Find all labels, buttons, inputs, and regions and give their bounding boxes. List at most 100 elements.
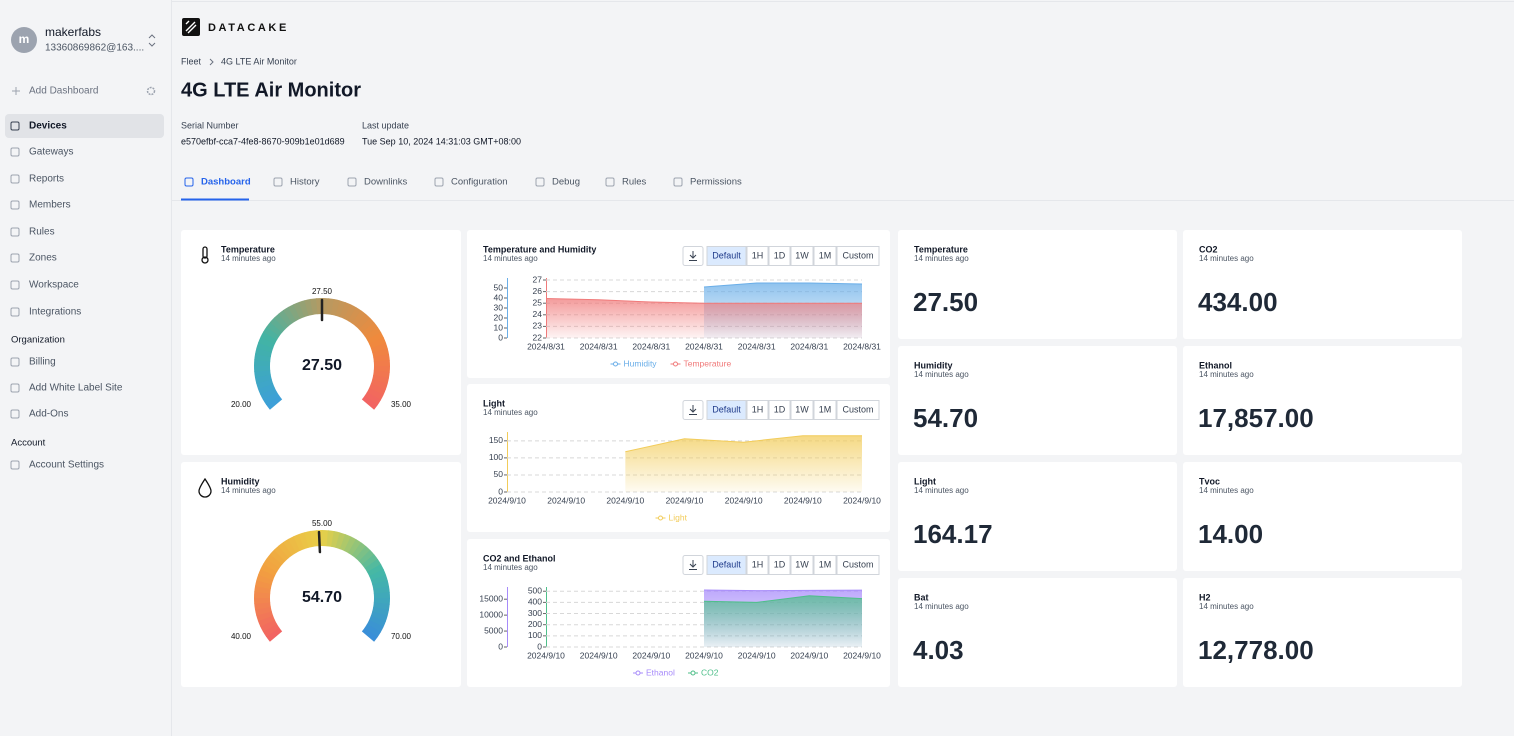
widget-value: 4.03	[913, 635, 964, 665]
range-button-label[interactable]: Custom	[842, 404, 873, 414]
range-button[interactable]	[768, 555, 791, 575]
gauge-arc	[304, 298, 314, 316]
tab[interactable]: Dashboard	[201, 177, 251, 188]
avatar-letter: m	[19, 32, 30, 46]
nav-item[interactable]: Account Settings	[29, 460, 104, 471]
icon	[605, 177, 615, 187]
nav-item[interactable]: Workspace	[29, 280, 79, 291]
range-button[interactable]	[813, 400, 837, 420]
range-button[interactable]	[706, 246, 747, 266]
widget-updated: 14 minutes ago	[914, 602, 969, 611]
range-button[interactable]	[746, 246, 769, 266]
range-button-label[interactable]: 1H	[752, 559, 764, 569]
gauge-arc	[372, 580, 390, 590]
tab[interactable]: Downlinks	[364, 177, 408, 188]
gauge-needle	[317, 530, 322, 554]
range-button-label[interactable]: Custom	[842, 559, 873, 569]
range-button-label[interactable]: 1M	[819, 250, 832, 260]
range-button[interactable]	[790, 400, 814, 420]
breadcrumb-separator	[209, 58, 214, 66]
nav-item[interactable]: Zones	[29, 253, 57, 264]
widget-card	[1183, 346, 1462, 455]
range-button[interactable]	[706, 555, 747, 575]
range-button[interactable]	[813, 246, 837, 266]
logo-mark	[182, 18, 200, 36]
tab[interactable]: Rules	[622, 177, 647, 188]
range-button[interactable]	[790, 246, 814, 266]
range-button[interactable]	[813, 555, 837, 575]
breadcrumb[interactable]: Fleet	[181, 56, 202, 66]
range-button-label[interactable]: Default	[712, 404, 741, 414]
tab[interactable]: History	[290, 177, 320, 188]
tab[interactable]: Permissions	[690, 177, 742, 188]
range-button-label[interactable]: 1D	[774, 404, 786, 414]
range-button[interactable]	[790, 555, 814, 575]
legend-label[interactable]: CO2	[701, 667, 719, 677]
gauge-arc	[355, 313, 371, 330]
legend-label[interactable]: Humidity	[624, 358, 658, 368]
add-dashboard[interactable]: Add Dashboard	[29, 86, 99, 97]
range-button-label[interactable]: 1W	[795, 559, 809, 569]
nav-item[interactable]: Members	[29, 200, 71, 211]
y-tick-label: 0	[498, 332, 503, 342]
range-button-label[interactable]: Default	[712, 250, 741, 260]
range-button[interactable]	[768, 400, 791, 420]
gauge-arc	[370, 379, 388, 390]
range-button-label[interactable]: 1W	[795, 250, 809, 260]
gauge-arc	[273, 313, 290, 330]
gauge-arc	[335, 300, 346, 318]
y-tick-label: 50	[494, 469, 504, 479]
range-button[interactable]	[836, 555, 880, 575]
legend-dot	[658, 515, 663, 521]
range-button[interactable]	[706, 400, 747, 420]
nav-item[interactable]: Gateways	[29, 147, 73, 158]
tab[interactable]: Configuration	[451, 177, 508, 188]
range-button-label[interactable]: Custom	[842, 250, 873, 260]
tab[interactable]: Debug	[552, 177, 580, 188]
sidebar	[0, 0, 171, 736]
nav-item[interactable]: Rules	[29, 227, 55, 238]
y-tick-label: 10000	[479, 609, 503, 619]
widget-title: CO2	[1199, 244, 1218, 254]
range-button-label[interactable]: 1D	[774, 559, 786, 569]
widget-title: Temperature and Humidity	[483, 244, 596, 254]
widget-title: Light	[483, 398, 505, 408]
account-switch[interactable]	[148, 34, 156, 47]
range-button[interactable]	[746, 555, 769, 575]
gauge-arc	[366, 564, 384, 577]
x-tick-label: 2024/8/31	[685, 341, 723, 351]
x-tick-label: 2024/8/31	[580, 341, 618, 351]
widget-title: Humidity	[221, 476, 260, 486]
x-tick-label: 2024/8/31	[843, 341, 881, 351]
range-button-label[interactable]: 1W	[795, 404, 809, 414]
legend-label[interactable]: Temperature	[684, 358, 732, 368]
widget-title: Bat	[914, 592, 929, 602]
nav-item[interactable]: Reports	[29, 174, 64, 185]
y-tick-label: 300	[528, 608, 542, 618]
gauge-arc	[255, 347, 272, 358]
range-button-label[interactable]: Default	[712, 559, 741, 569]
y-tick-label: 25	[533, 297, 543, 307]
nav-item[interactable]: Billing	[29, 357, 56, 368]
range-button-label[interactable]: 1H	[752, 404, 764, 414]
range-button[interactable]	[836, 246, 880, 266]
nav-item[interactable]: Add-Ons	[29, 409, 68, 420]
range-button[interactable]	[768, 246, 791, 266]
settings-icon[interactable]	[146, 86, 156, 96]
range-button-label[interactable]: 1H	[752, 250, 764, 260]
nav-item[interactable]: Add White Label Site	[29, 383, 123, 394]
legend-label[interactable]: Light	[669, 512, 688, 522]
range-button[interactable]	[746, 400, 769, 420]
range-button-label[interactable]: 1M	[819, 559, 832, 569]
widget-updated: 14 minutes ago	[221, 486, 276, 495]
range-button[interactable]	[836, 400, 880, 420]
range-button-label[interactable]: 1D	[774, 250, 786, 260]
range-button-label[interactable]: 1M	[819, 404, 832, 414]
legend-label[interactable]: Ethanol	[646, 667, 675, 677]
widget-updated: 14 minutes ago	[1199, 370, 1254, 379]
nav-item[interactable]: Integrations	[29, 307, 81, 318]
gauge-arc	[288, 536, 301, 554]
nav-item[interactable]: Devices	[29, 121, 67, 132]
icon	[10, 174, 20, 184]
widget-updated: 14 minutes ago	[914, 486, 969, 495]
